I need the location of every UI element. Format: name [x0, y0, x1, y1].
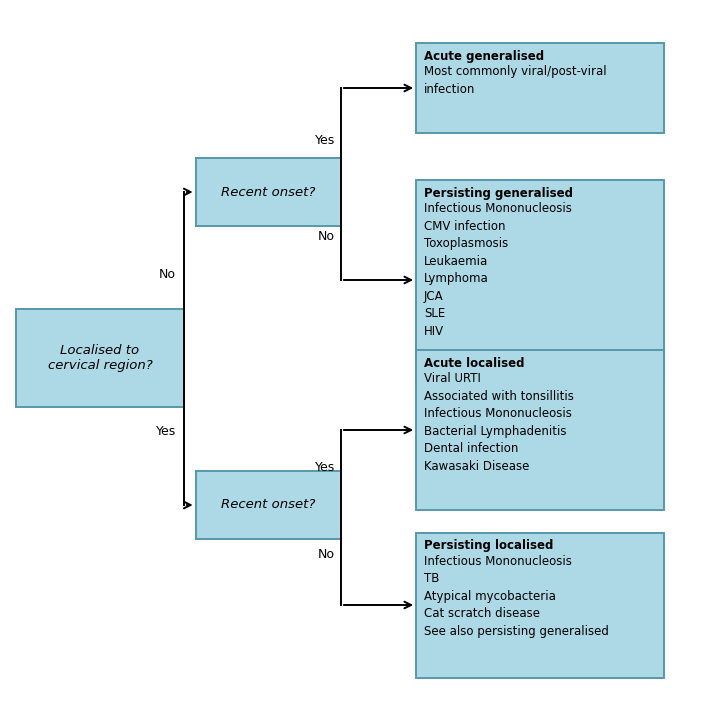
Text: Yes: Yes [156, 425, 176, 438]
Text: No: No [159, 269, 176, 281]
FancyBboxPatch shape [416, 532, 664, 677]
FancyBboxPatch shape [196, 158, 341, 226]
Text: Most commonly viral/post-viral
infection: Most commonly viral/post-viral infection [424, 65, 607, 95]
Text: Persisting generalised: Persisting generalised [424, 187, 573, 200]
FancyBboxPatch shape [416, 350, 664, 510]
FancyBboxPatch shape [416, 180, 664, 380]
FancyBboxPatch shape [16, 309, 184, 407]
Text: Infectious Mononucleosis
TB
Atypical mycobacteria
Cat scratch disease
See also p: Infectious Mononucleosis TB Atypical myc… [424, 555, 609, 638]
Text: No: No [318, 549, 335, 561]
Text: Acute localised: Acute localised [424, 357, 525, 370]
Text: Acute generalised: Acute generalised [424, 50, 544, 63]
Text: Recent onset?: Recent onset? [221, 498, 315, 511]
Text: Localised to
cervical region?: Localised to cervical region? [47, 344, 153, 372]
FancyBboxPatch shape [416, 43, 664, 133]
Text: No: No [318, 230, 335, 243]
Text: Yes: Yes [315, 461, 335, 474]
Text: Persisting localised: Persisting localised [424, 539, 554, 552]
Text: Yes: Yes [315, 134, 335, 146]
Text: Recent onset?: Recent onset? [221, 185, 315, 199]
Text: Viral URTI
Associated with tonsillitis
Infectious Mononucleosis
Bacterial Lympha: Viral URTI Associated with tonsillitis I… [424, 372, 574, 473]
FancyBboxPatch shape [196, 471, 341, 539]
Text: Infectious Mononucleosis
CMV infection
Toxoplasmosis
Leukaemia
Lymphoma
JCA
SLE
: Infectious Mononucleosis CMV infection T… [424, 202, 572, 338]
